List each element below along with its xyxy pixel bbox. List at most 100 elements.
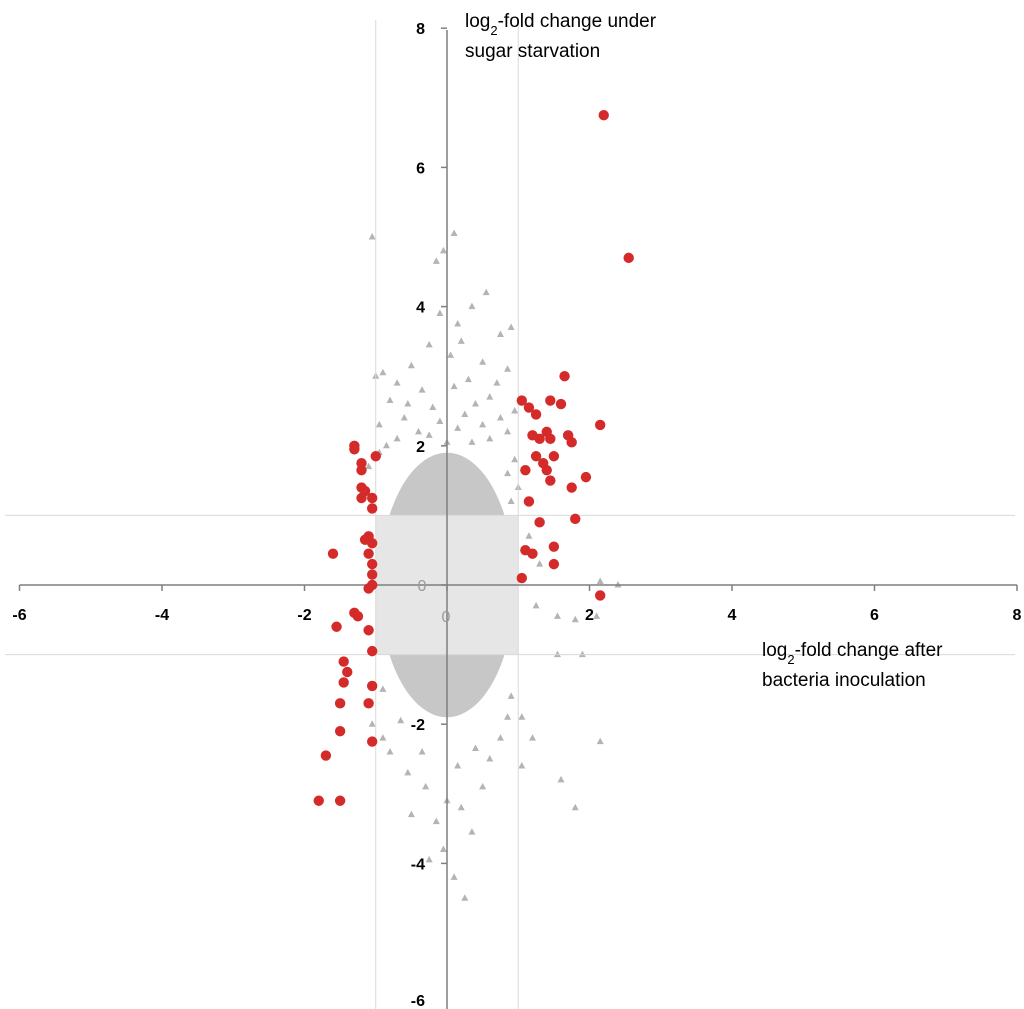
data-point-triangle (368, 720, 376, 727)
data-point-triangle (454, 761, 462, 769)
data-point-highlight (356, 464, 367, 476)
y-tick-label: 8 (416, 21, 425, 38)
data-point-highlight (594, 419, 606, 431)
y-tick-label: -4 (411, 856, 425, 873)
data-point-highlight (370, 451, 381, 462)
data-point-highlight (566, 437, 577, 448)
data-point-highlight (598, 110, 609, 121)
data-point-triangle (536, 560, 544, 567)
data-point-triangle (425, 855, 433, 863)
data-point-highlight (594, 590, 606, 601)
data-point-triangle (436, 417, 444, 424)
y-tick-label: -2 (411, 717, 425, 734)
data-point-triangle (596, 737, 604, 745)
data-point-triangle (368, 233, 376, 240)
data-point-highlight (334, 698, 346, 709)
data-point-highlight (530, 409, 542, 420)
data-point-triangle (429, 403, 437, 411)
data-point-triangle (496, 330, 504, 337)
x-tick-label: 6 (870, 607, 879, 624)
data-point-highlight (570, 513, 581, 525)
data-point-triangle (468, 828, 476, 835)
data-point-highlight (545, 475, 556, 486)
y-tick-label: 4 (416, 300, 425, 317)
data-point-highlight (320, 750, 332, 761)
data-point-triangle (379, 734, 387, 741)
data-point-triangle (450, 382, 458, 390)
data-point-triangle (447, 351, 455, 358)
data-point-highlight (541, 464, 552, 476)
data-point-highlight (548, 541, 560, 552)
data-point-highlight (359, 534, 371, 545)
data-point-triangle (468, 302, 476, 310)
y-zero-label: 0 (418, 578, 427, 595)
data-point-highlight (338, 677, 349, 688)
data-point-highlight (366, 680, 378, 692)
data-point-triangle (404, 768, 412, 776)
data-point-highlight (338, 656, 349, 667)
data-point-highlight (363, 548, 374, 559)
data-point-triangle (496, 734, 504, 741)
x-tick-label: 4 (728, 607, 737, 624)
data-point-triangle (425, 340, 433, 348)
data-point-highlight (366, 736, 378, 747)
data-point-triangle (386, 396, 394, 404)
data-point-highlight (548, 451, 560, 462)
data-point-highlight (366, 492, 378, 504)
data-point-triangle (382, 441, 390, 449)
data-point-highlight (327, 548, 339, 559)
data-point-highlight (366, 569, 378, 580)
data-point-highlight (527, 430, 538, 441)
data-point-highlight (331, 621, 342, 632)
data-point-highlight (548, 558, 560, 570)
x-tick-label: -6 (12, 607, 26, 624)
y-tick-label: 2 (416, 439, 425, 456)
data-point-triangle (454, 320, 462, 327)
data-point-triangle (496, 413, 504, 421)
data-point-triangle (415, 427, 422, 435)
y-axis-title: log2-fold change under sugar starvation (465, 11, 661, 62)
background-points-layer (361, 229, 622, 901)
data-point-triangle (511, 455, 519, 463)
data-point-triangle (418, 386, 426, 393)
x-tick-label: -2 (297, 607, 311, 624)
data-point-triangle (393, 434, 401, 442)
data-point-triangle (525, 532, 533, 539)
data-point-highlight (534, 517, 545, 528)
data-point-highlight (545, 395, 556, 406)
data-point-triangle (507, 692, 515, 699)
data-point-highlight (334, 725, 346, 737)
data-point-triangle (593, 612, 601, 619)
data-point-triangle (557, 775, 565, 783)
data-point-triangle (375, 420, 383, 428)
threshold-lines-layer (5, 20, 1015, 1009)
x-zero-label: 0 (442, 609, 451, 626)
data-point-highlight (527, 548, 538, 559)
data-point-highlight (555, 398, 567, 410)
data-point-highlight (342, 666, 353, 678)
data-point-triangle (393, 379, 401, 386)
data-point-triangle (507, 497, 515, 504)
data-point-triangle (578, 650, 586, 658)
data-point-triangle (518, 761, 526, 769)
data-point-triangle (482, 288, 490, 296)
data-point-triangle (504, 713, 512, 720)
data-point-triangle (472, 400, 479, 407)
data-point-triangle (486, 393, 494, 400)
data-point-triangle (479, 358, 487, 365)
data-point-triangle (450, 229, 458, 237)
data-point-highlight (366, 558, 378, 570)
data-point-highlight (559, 371, 570, 382)
data-point-triangle (461, 894, 469, 901)
data-point-highlight (334, 795, 346, 806)
data-point-triangle (504, 427, 512, 435)
x-tick-label: -4 (155, 607, 169, 624)
data-point-triangle (450, 873, 458, 880)
data-point-highlight (366, 503, 378, 514)
data-point-triangle (486, 434, 494, 442)
data-point-triangle (404, 400, 412, 407)
data-point-triangle (479, 420, 487, 428)
data-point-triangle (439, 246, 447, 254)
data-point-triangle (472, 744, 479, 752)
